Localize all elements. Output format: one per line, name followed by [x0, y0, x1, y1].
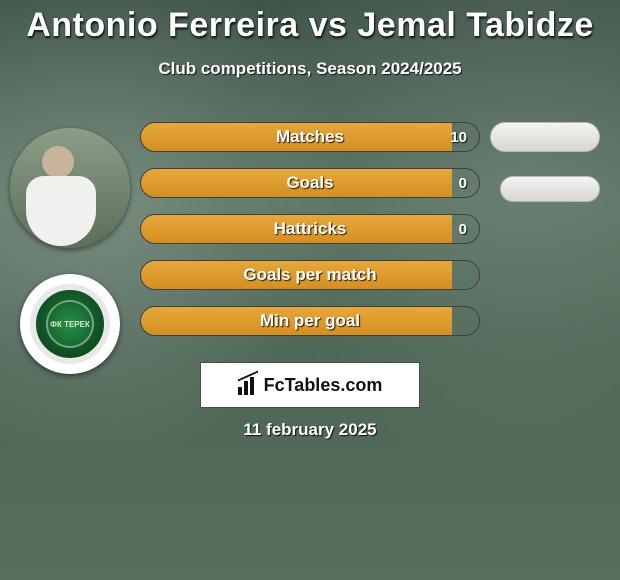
stat-bar-row: Min per goal [140, 306, 480, 336]
player-silhouette-icon [10, 128, 130, 248]
stat-bar-label: Goals [141, 173, 479, 193]
subtitle: Club competitions, Season 2024/2025 [0, 59, 620, 79]
main-content: Antonio Ferreira vs Jemal Tabidze Club c… [0, 0, 620, 580]
bar-chart-icon [238, 375, 258, 395]
stat-bar-label: Matches [141, 127, 479, 147]
stat-bar-row: Goals per match [140, 260, 480, 290]
logo-text: FcTables.com [264, 375, 383, 396]
club-badge: ФК ТЕРЕК [20, 274, 120, 374]
comparison-pill-1 [490, 122, 600, 152]
source-logo: FcTables.com [200, 362, 420, 408]
stat-bar-row: Hattricks0 [140, 214, 480, 244]
page-title: Antonio Ferreira vs Jemal Tabidze [0, 6, 620, 45]
stat-bar-label: Min per goal [141, 311, 479, 331]
club-badge-circle: ФК ТЕРЕК [30, 284, 110, 364]
stat-bar-label: Goals per match [141, 265, 479, 285]
stat-bar-label: Hattricks [141, 219, 479, 239]
stat-bar-value: 0 [459, 221, 467, 238]
player-avatar-1 [10, 128, 130, 248]
club-badge-inner: ФК ТЕРЕК [46, 300, 94, 348]
comparison-pill-2 [500, 176, 600, 202]
stat-bars: Matches10Goals0Hattricks0Goals per match… [140, 122, 480, 352]
stat-bar-row: Goals0 [140, 168, 480, 198]
date-text: 11 february 2025 [0, 420, 620, 440]
stat-bar-value: 10 [450, 129, 467, 146]
stat-bar-value: 0 [459, 175, 467, 192]
stat-bar-row: Matches10 [140, 122, 480, 152]
